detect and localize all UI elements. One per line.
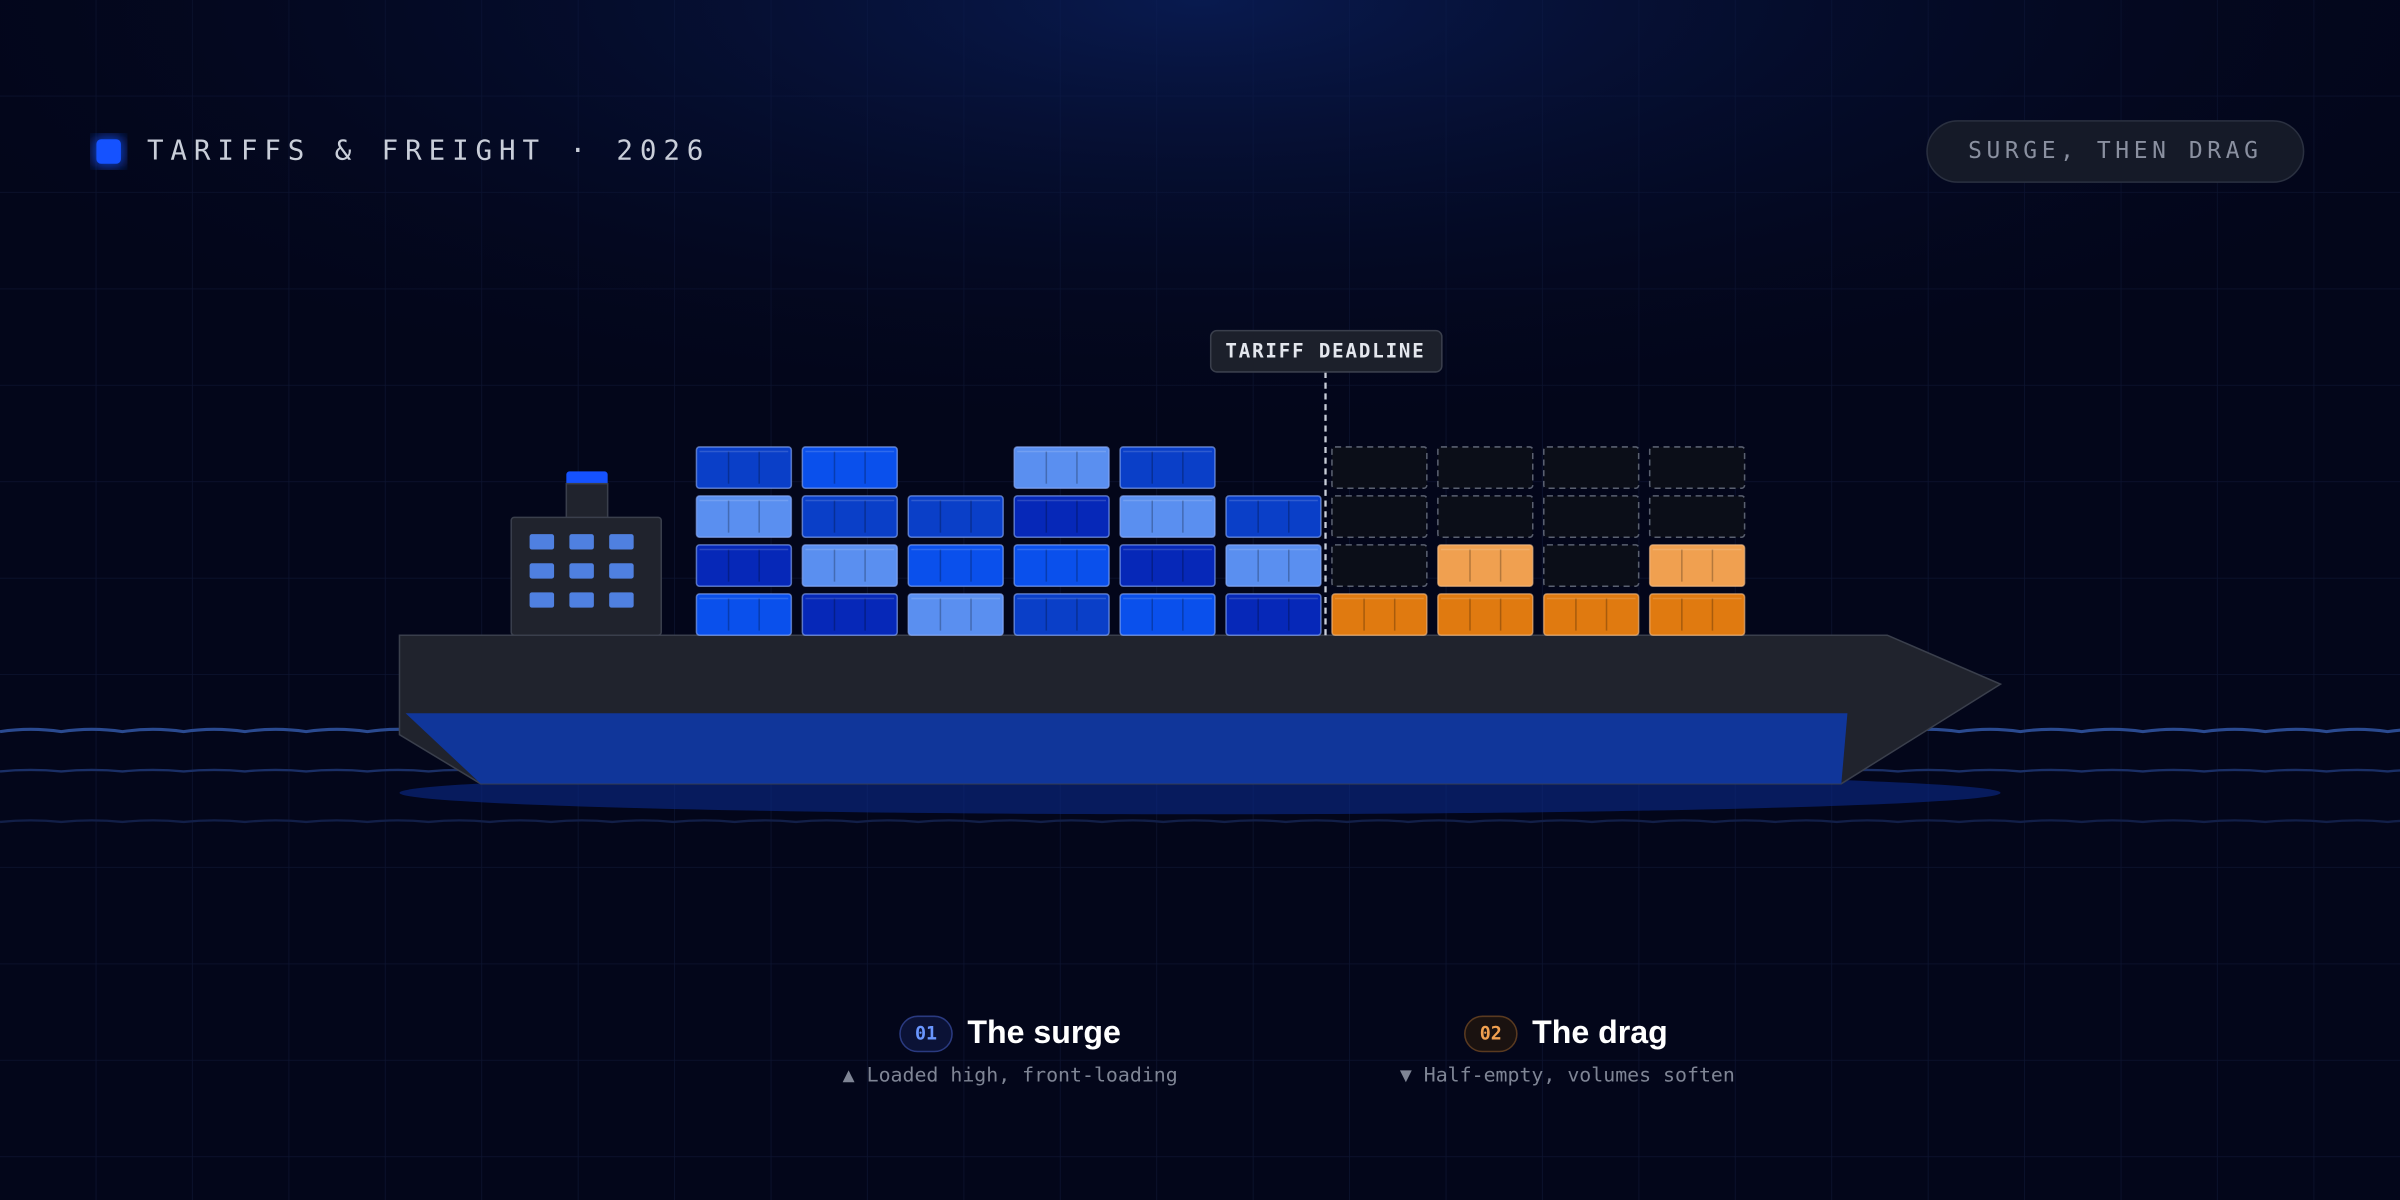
- title: TARIFFS & FREIGHT · 2026: [147, 135, 710, 167]
- container: [1013, 544, 1110, 587]
- legend-caption: ▲ Loaded high, front-loading: [843, 1064, 1178, 1087]
- empty-slot: [1437, 446, 1534, 490]
- container: [801, 593, 899, 636]
- legend-caption: ▼ Half-empty, volumes soften: [1400, 1064, 1735, 1087]
- hull-band: [405, 713, 1848, 784]
- container: [1648, 593, 1746, 636]
- deadline-box: [1209, 329, 1443, 373]
- deadline-label: TARIFF DEADLINE: [1225, 340, 1425, 363]
- legend-pill: [899, 1015, 953, 1053]
- wave: [0, 819, 2400, 824]
- empty-slot: [1543, 544, 1640, 587]
- legend-number: 01: [915, 1024, 937, 1045]
- container: [907, 593, 1004, 636]
- empty-slot: [1331, 446, 1428, 490]
- window: [609, 534, 634, 550]
- container: [1225, 495, 1322, 539]
- empty-slot: [1543, 446, 1640, 490]
- container: [1331, 593, 1428, 636]
- container: [1648, 544, 1746, 587]
- container: [695, 446, 793, 490]
- container: [1119, 495, 1216, 539]
- badge-text: SURGE, THEN DRAG: [1968, 138, 2262, 164]
- legend-pill: [1464, 1015, 1518, 1053]
- container: [1543, 593, 1640, 636]
- container: [801, 446, 899, 490]
- container: [1119, 544, 1216, 587]
- container: [695, 495, 793, 539]
- container: [1013, 446, 1110, 490]
- container: [1119, 593, 1216, 636]
- window: [529, 592, 555, 608]
- container: [1437, 544, 1534, 587]
- container: [801, 544, 899, 587]
- chimney: [565, 482, 609, 520]
- empty-slot: [1543, 495, 1640, 539]
- container: [907, 544, 1004, 587]
- container: [1013, 593, 1110, 636]
- window: [529, 563, 555, 579]
- windows: [529, 534, 634, 608]
- container: [1437, 593, 1534, 636]
- legend-title: The drag: [1532, 1014, 1668, 1050]
- container: [1013, 495, 1110, 539]
- window: [609, 563, 634, 579]
- container: [695, 544, 793, 587]
- empty-slot: [1648, 495, 1746, 539]
- logo: [96, 139, 121, 164]
- empty-slot: [1331, 544, 1428, 587]
- window: [529, 534, 555, 550]
- empty-slot: [1331, 495, 1428, 539]
- container: [907, 495, 1004, 539]
- legend-number: 02: [1480, 1024, 1502, 1045]
- empty-slot: [1648, 446, 1746, 490]
- container: [695, 593, 793, 636]
- badge: [1926, 120, 2305, 183]
- empty-slot: [1437, 495, 1534, 539]
- container: [801, 495, 899, 539]
- container: [1119, 446, 1216, 490]
- window: [569, 592, 594, 608]
- window: [569, 563, 594, 579]
- window: [609, 592, 634, 608]
- legend-title: The surge: [967, 1014, 1121, 1050]
- window: [569, 534, 594, 550]
- containers: [695, 446, 1746, 636]
- container: [1225, 544, 1322, 587]
- container: [1225, 593, 1322, 636]
